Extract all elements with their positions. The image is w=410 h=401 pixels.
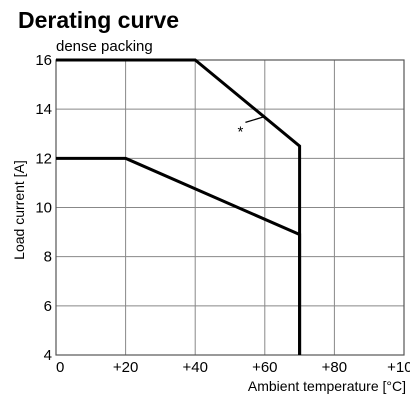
y-tick-label: 8 — [44, 249, 52, 266]
annotation-asterisk: * — [237, 123, 243, 140]
y-tick-label: 16 — [35, 52, 52, 69]
y-tick-label: 6 — [44, 298, 52, 315]
series-layer — [56, 58, 302, 355]
grid — [56, 60, 404, 355]
x-tick-label: +80 — [322, 359, 347, 376]
chart-subtitle: dense packing — [56, 38, 153, 55]
derating-line-2 — [56, 156, 302, 355]
annotation-layer: * — [237, 115, 265, 140]
x-tick-label: +40 — [182, 359, 207, 376]
plot-frame — [55, 59, 405, 356]
x-tick-label: +60 — [252, 359, 277, 376]
x-tick-label: 0 — [56, 359, 64, 376]
y-tick-label: 14 — [35, 101, 52, 118]
x-tick-label: +20 — [113, 359, 138, 376]
annotation-leader-line — [245, 115, 265, 123]
x-tick-labels: 0 +20 +40 +60 +80 +100 — [56, 359, 410, 376]
y-tick-label: 10 — [35, 200, 52, 217]
x-axis-label: Ambient temperature [°C] — [248, 378, 406, 394]
x-tick-label: +100 — [387, 359, 410, 376]
y-axis-label: Load current [A] — [11, 160, 27, 260]
y-tick-label: 4 — [44, 347, 52, 364]
chart-title: Derating curve — [18, 7, 179, 33]
y-tick-label: 12 — [35, 150, 52, 167]
y-tick-labels: 4 6 8 10 12 14 16 — [35, 52, 52, 364]
